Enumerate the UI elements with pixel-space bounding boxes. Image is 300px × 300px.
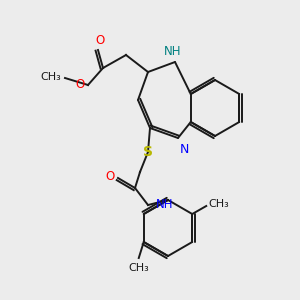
Text: CH₃: CH₃ [40,72,61,82]
Text: S: S [143,145,153,159]
Text: O: O [76,79,85,92]
Text: NH: NH [164,45,182,58]
Text: O: O [106,170,115,184]
Text: CH₃: CH₃ [128,263,149,273]
Text: NH: NH [156,199,173,212]
Text: N: N [180,143,189,156]
Text: O: O [95,34,105,47]
Text: CH₃: CH₃ [208,199,229,209]
